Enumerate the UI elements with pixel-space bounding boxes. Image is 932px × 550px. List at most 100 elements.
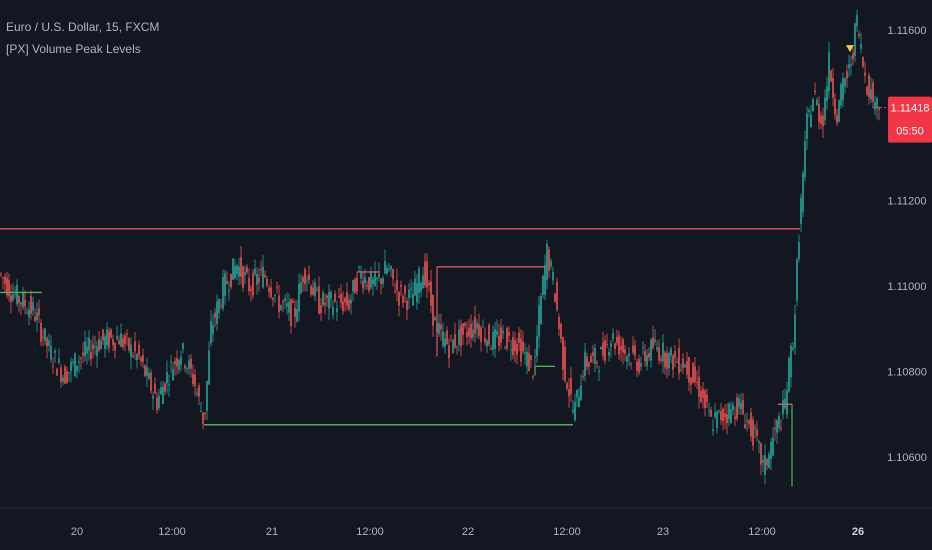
candle-body: [722, 408, 724, 422]
candle-body: [878, 107, 880, 110]
candle-body: [608, 352, 610, 356]
last-price-label: 1.11418: [891, 103, 930, 115]
candle-body: [564, 347, 566, 381]
candle-body: [224, 272, 226, 296]
candle-body: [352, 280, 354, 292]
price-axis[interactable]: 1.10600 1.10800 1.11000 1.11200 1.11600: [887, 25, 927, 464]
candle-body: [552, 271, 554, 281]
candle-body: [576, 389, 578, 397]
candle-body: [874, 101, 876, 110]
candle-body: [440, 324, 442, 330]
candle-body: [10, 295, 12, 302]
candle-body: [460, 325, 462, 346]
candle-body: [30, 295, 32, 314]
candle-body: [728, 403, 730, 420]
candle-body: [548, 249, 550, 271]
candle-body: [318, 286, 320, 314]
candle-body: [650, 339, 652, 361]
candle-body: [660, 358, 662, 361]
candle-body: [476, 323, 478, 329]
candle-body: [652, 337, 654, 349]
candles-layer: [0, 9, 880, 485]
candle-body: [78, 361, 80, 363]
candle-body: [662, 342, 664, 362]
candle-body: [478, 324, 480, 337]
candle-body: [102, 329, 104, 341]
candle-body: [812, 98, 814, 112]
candle-body: [592, 352, 594, 356]
candle-body: [76, 365, 78, 372]
time-axis[interactable]: 20 12:00 21 12:00 22 12:00 23 12:00 26: [71, 526, 864, 538]
candle-body: [620, 346, 622, 350]
time-tick-label: 12:00: [748, 526, 776, 538]
candle-body: [74, 353, 76, 377]
candle-body: [764, 455, 766, 475]
candle-body: [690, 377, 692, 386]
candle-body: [184, 365, 186, 369]
candle-body: [598, 370, 600, 372]
candle-body: [110, 329, 112, 338]
candle-body: [336, 308, 338, 313]
candle-body: [508, 332, 510, 336]
candle-body: [174, 360, 176, 365]
candle-body: [816, 99, 818, 106]
candle-body: [58, 358, 60, 363]
candle-body: [562, 337, 564, 370]
candle-body: [726, 414, 728, 424]
candle-body: [590, 355, 592, 363]
candle-body: [664, 352, 666, 368]
price-badge-background: [888, 96, 932, 143]
candle-body: [600, 347, 602, 350]
candle-body: [228, 290, 230, 292]
candle-body: [844, 78, 846, 87]
candle-body: [384, 261, 386, 274]
candle-body: [304, 269, 306, 284]
candle-body: [466, 332, 468, 338]
candle-body: [532, 376, 534, 378]
candle-body: [432, 294, 434, 326]
candle-body: [230, 273, 232, 288]
candle-body: [0, 273, 2, 275]
candle-body: [194, 374, 196, 386]
candle-body: [458, 329, 460, 345]
candle-body: [368, 276, 370, 291]
candle-body: [648, 352, 650, 358]
candle-body: [538, 304, 540, 337]
indicator-title[interactable]: [PX] Volume Peak Levels: [6, 42, 141, 56]
candle-body: [204, 412, 206, 414]
candle-body: [756, 429, 758, 436]
candle-body: [628, 353, 630, 357]
candle-body: [40, 323, 42, 342]
candle-body: [64, 366, 66, 384]
candle-body: [28, 309, 30, 318]
candle-body: [534, 356, 536, 358]
candle-body: [374, 272, 376, 286]
candle-body: [2, 277, 4, 279]
candle-body: [516, 343, 518, 355]
candle-body: [546, 243, 548, 281]
candle-body: [774, 427, 776, 429]
candle-body: [674, 350, 676, 358]
candle-body: [850, 64, 852, 66]
candle-body: [684, 365, 686, 368]
candle-body: [400, 285, 402, 287]
candle-body: [424, 261, 426, 286]
candle-body: [8, 280, 10, 297]
candle-body: [288, 302, 290, 313]
candle-body: [24, 299, 26, 307]
candle-body: [554, 293, 556, 302]
candle-body: [444, 338, 446, 347]
candle-body: [748, 419, 750, 424]
candle-body: [242, 266, 244, 288]
candle-body: [746, 420, 748, 422]
candle-body: [330, 292, 332, 299]
candle-body: [866, 87, 868, 95]
candle-body: [544, 265, 546, 295]
candle-body: [826, 86, 828, 102]
candle-body: [614, 343, 616, 350]
candle-body: [452, 339, 454, 353]
price-tick-label: 1.11000: [888, 281, 927, 293]
candle-body: [630, 363, 632, 365]
candle-body: [704, 390, 706, 408]
